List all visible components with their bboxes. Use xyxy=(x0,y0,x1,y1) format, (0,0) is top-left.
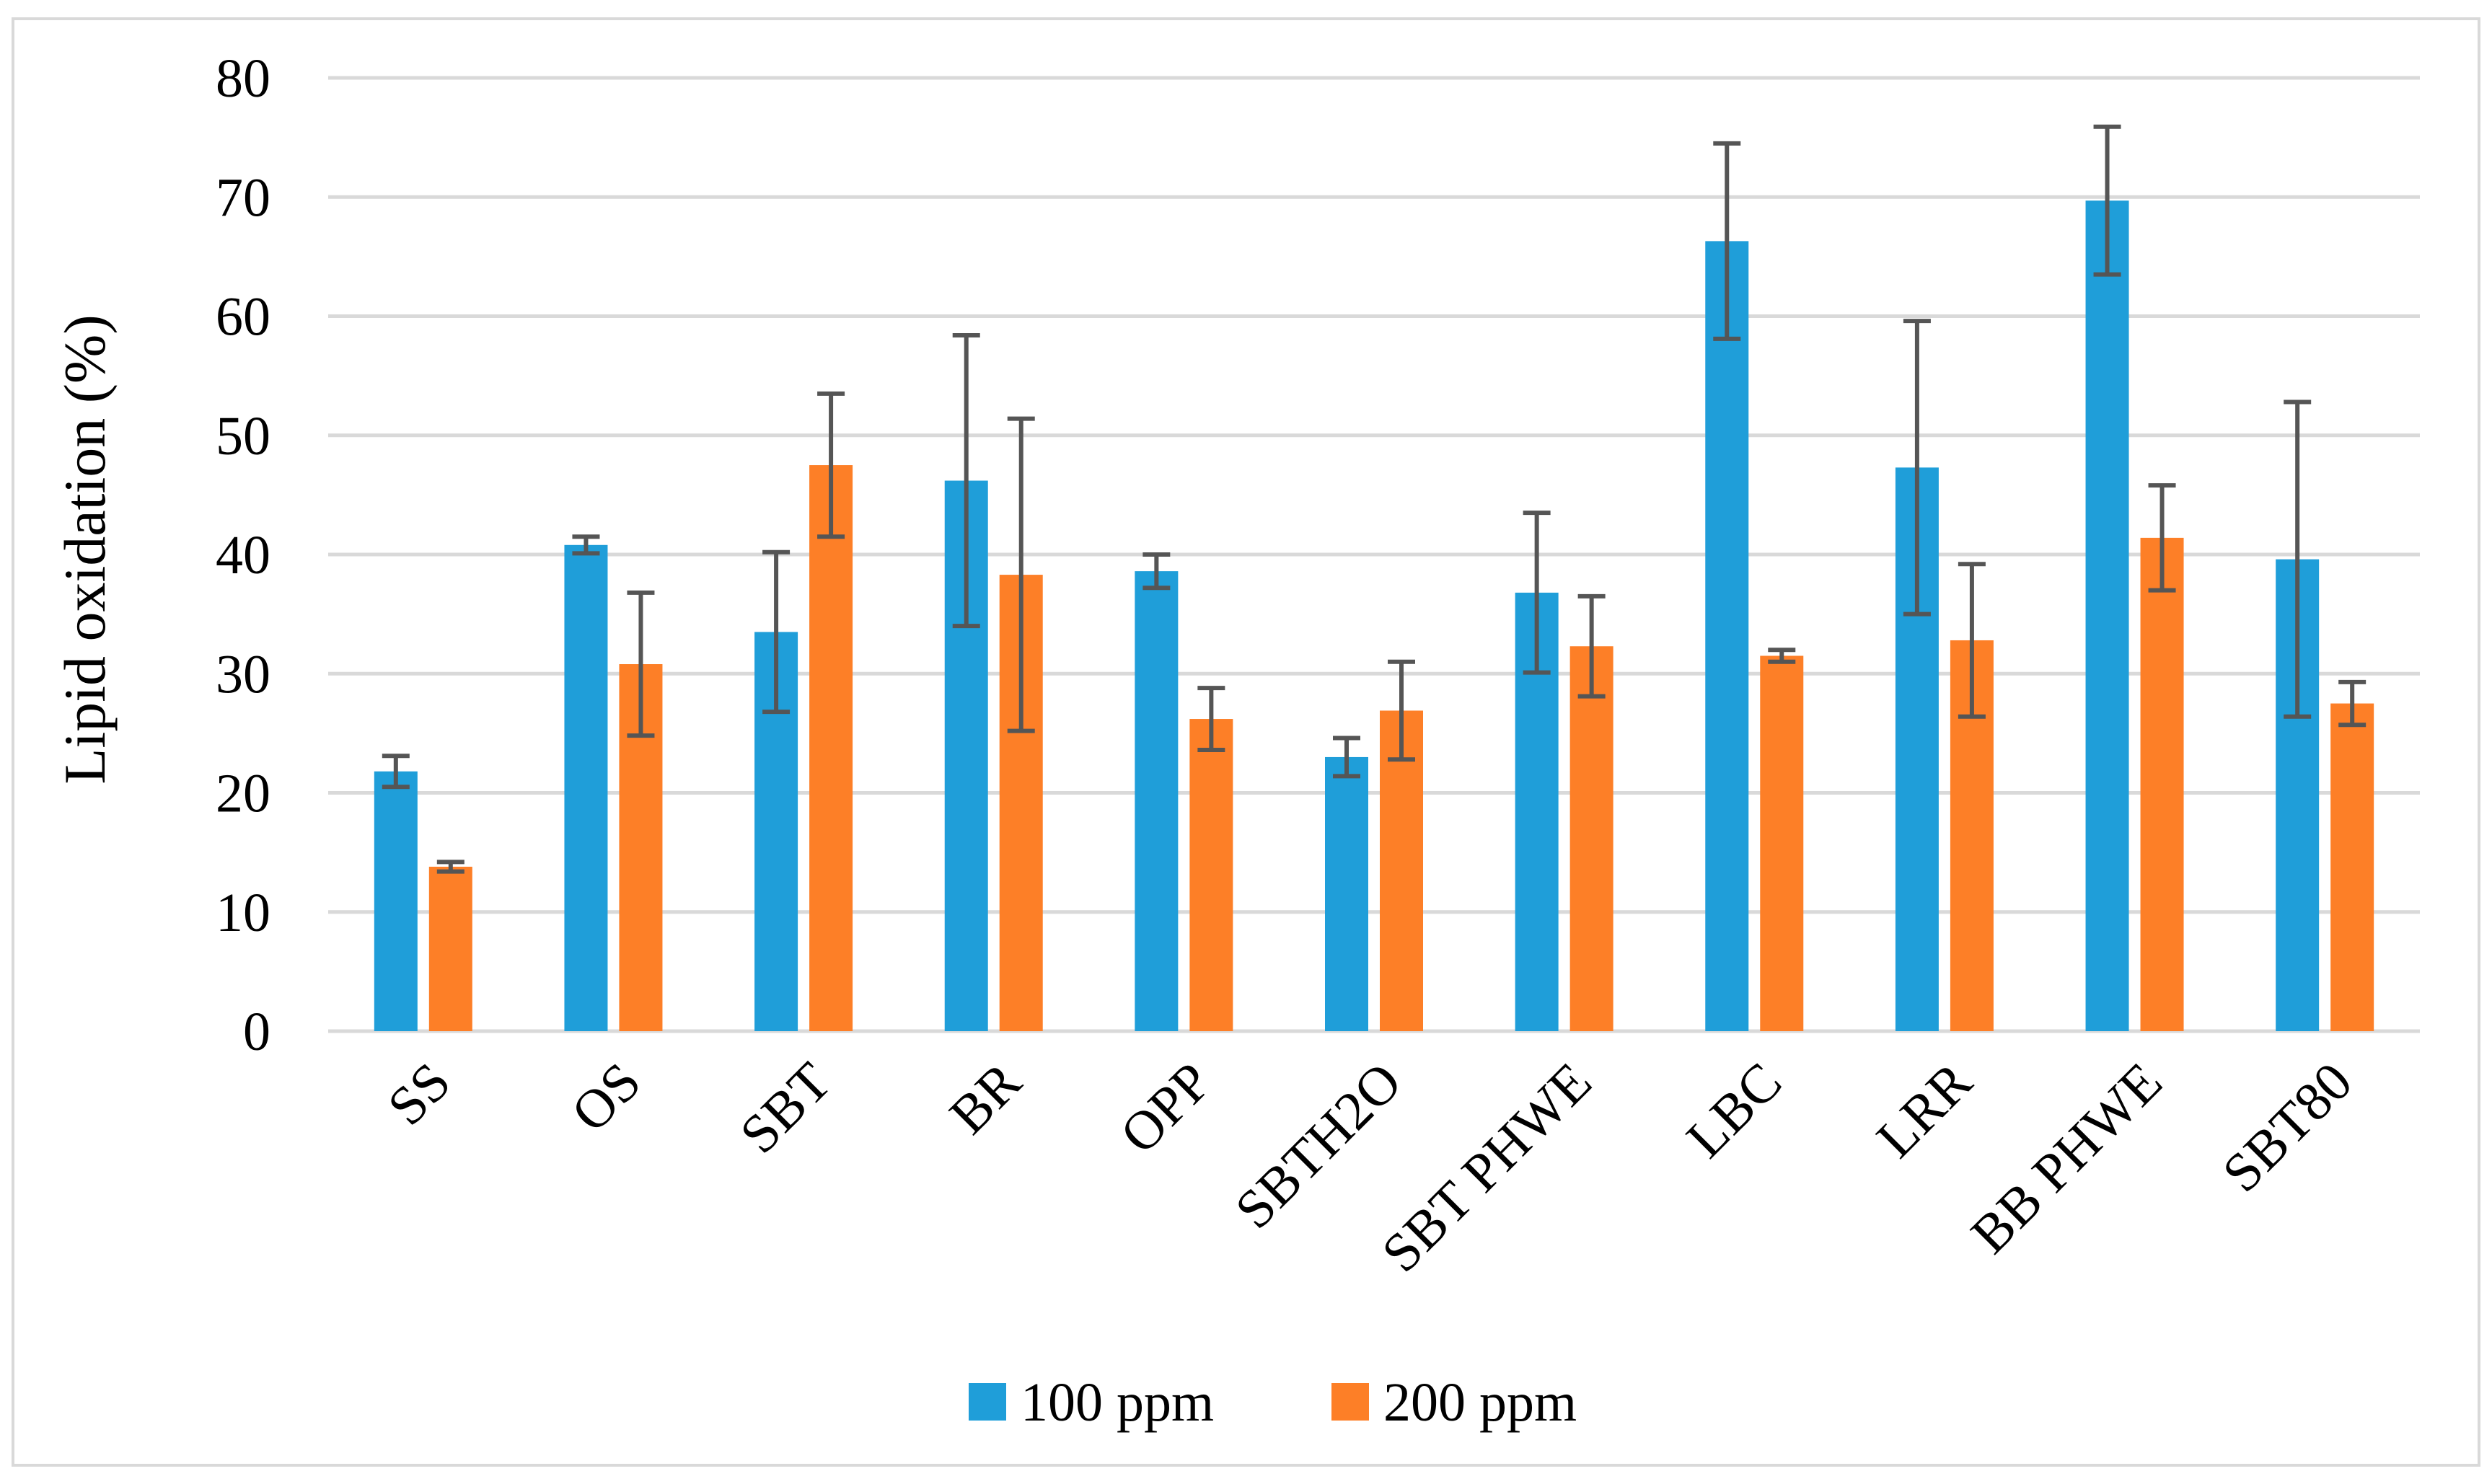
error-bar xyxy=(436,860,465,874)
bar-200ppm xyxy=(1760,655,1804,1031)
error-bar xyxy=(817,391,845,539)
bar-200ppm xyxy=(1189,719,1233,1031)
legend-label: 100 ppm xyxy=(1021,1372,1214,1433)
error-bar xyxy=(762,549,791,715)
y-tick-label: 60 xyxy=(216,287,270,348)
bar-200ppm xyxy=(1380,710,1423,1031)
error-bar xyxy=(2284,399,2312,719)
y-axis-title: Lipid oxidation (%) xyxy=(52,314,118,784)
y-tick-label: 10 xyxy=(216,883,270,943)
error-bar xyxy=(1903,319,1931,617)
bar-100ppm xyxy=(1135,571,1179,1031)
y-tick-label: 50 xyxy=(216,406,270,467)
bar-100ppm xyxy=(564,544,608,1031)
error-bar xyxy=(1523,511,1551,675)
bar-200ppm xyxy=(1569,646,1613,1031)
bar-100ppm xyxy=(1325,756,1368,1031)
legend-swatch xyxy=(969,1383,1006,1421)
error-bar xyxy=(1007,416,1035,733)
bar-200ppm xyxy=(809,465,853,1031)
y-tick-label: 70 xyxy=(216,167,270,228)
y-axis-ticks: 0 10 20 30 40 50 60 70 80 xyxy=(216,48,270,1062)
legend-swatch xyxy=(1331,1383,1369,1421)
error-bar xyxy=(1142,552,1171,591)
error-bar xyxy=(382,754,410,790)
y-tick-label: 0 xyxy=(243,1002,270,1062)
error-bar xyxy=(627,590,655,738)
legend-item: 200 ppm xyxy=(1331,1372,1577,1433)
bar-200ppm xyxy=(428,866,472,1031)
bar-200ppm xyxy=(2140,537,2184,1031)
bar-100ppm xyxy=(1705,241,1749,1032)
error-bar xyxy=(1713,141,1741,341)
legend: 100 ppm 200 ppm xyxy=(969,1372,1577,1433)
error-bar xyxy=(1197,686,1225,753)
gridlines xyxy=(328,76,2420,1033)
legend-item: 100 ppm xyxy=(969,1372,1214,1433)
error-bar xyxy=(1388,659,1415,762)
y-tick-label: 40 xyxy=(216,525,270,586)
chart-border xyxy=(12,17,2480,1467)
error-bar xyxy=(952,332,980,629)
error-bar xyxy=(572,534,600,556)
bar-100ppm xyxy=(374,771,418,1031)
error-bar xyxy=(1577,593,1606,699)
y-tick-label: 20 xyxy=(216,764,270,824)
y-tick-label: 30 xyxy=(216,644,270,705)
error-bar xyxy=(2093,124,2121,277)
legend-label: 200 ppm xyxy=(1383,1372,1577,1433)
bar-200ppm xyxy=(2330,703,2374,1031)
error-bar xyxy=(2338,679,2366,728)
error-bar xyxy=(1958,562,1986,719)
error-bar xyxy=(1333,736,1360,779)
error-bar xyxy=(1768,648,1796,664)
error-bar xyxy=(2148,483,2176,593)
bar-100ppm xyxy=(2085,200,2129,1031)
error-bars xyxy=(382,124,2366,874)
y-tick-label: 80 xyxy=(216,48,270,109)
